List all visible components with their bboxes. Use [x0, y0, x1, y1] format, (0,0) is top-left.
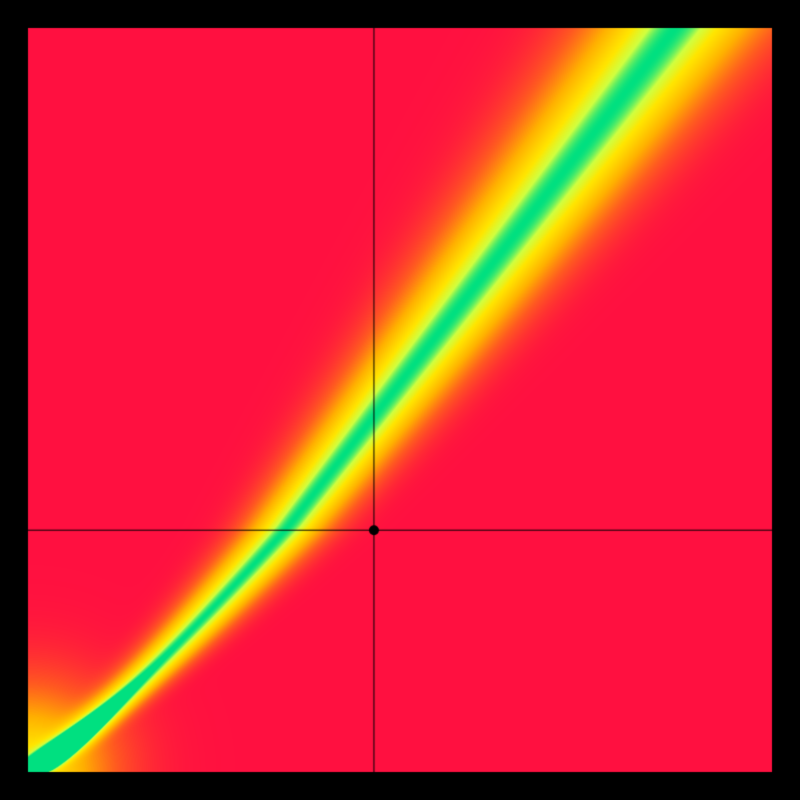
bottleneck-heatmap [0, 0, 800, 800]
